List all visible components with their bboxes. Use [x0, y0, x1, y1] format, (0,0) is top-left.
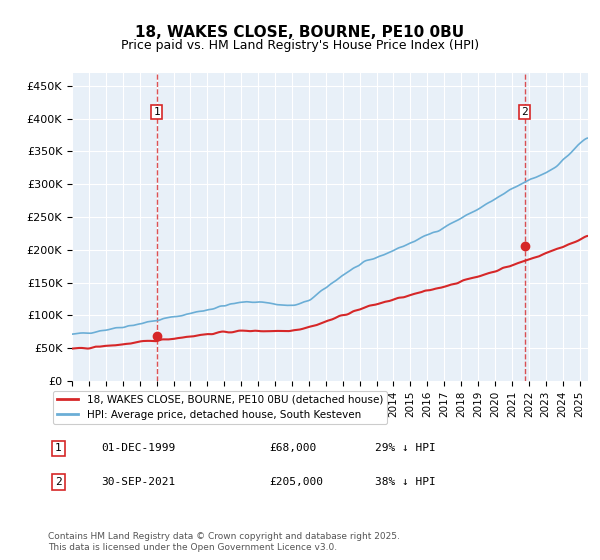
Text: Contains HM Land Registry data © Crown copyright and database right 2025.
This d: Contains HM Land Registry data © Crown c…	[48, 532, 400, 552]
Text: £205,000: £205,000	[270, 477, 324, 487]
Text: 2: 2	[521, 107, 528, 117]
Legend: 18, WAKES CLOSE, BOURNE, PE10 0BU (detached house), HPI: Average price, detached: 18, WAKES CLOSE, BOURNE, PE10 0BU (detac…	[53, 391, 387, 424]
Text: 2: 2	[55, 477, 62, 487]
Text: 30-SEP-2021: 30-SEP-2021	[101, 477, 175, 487]
Text: 18, WAKES CLOSE, BOURNE, PE10 0BU: 18, WAKES CLOSE, BOURNE, PE10 0BU	[136, 25, 464, 40]
Text: 01-DEC-1999: 01-DEC-1999	[101, 444, 175, 454]
Text: 29% ↓ HPI: 29% ↓ HPI	[376, 444, 436, 454]
Text: 1: 1	[55, 444, 62, 454]
Text: 1: 1	[153, 107, 160, 117]
Text: £68,000: £68,000	[270, 444, 317, 454]
Text: 38% ↓ HPI: 38% ↓ HPI	[376, 477, 436, 487]
Text: Price paid vs. HM Land Registry's House Price Index (HPI): Price paid vs. HM Land Registry's House …	[121, 39, 479, 52]
